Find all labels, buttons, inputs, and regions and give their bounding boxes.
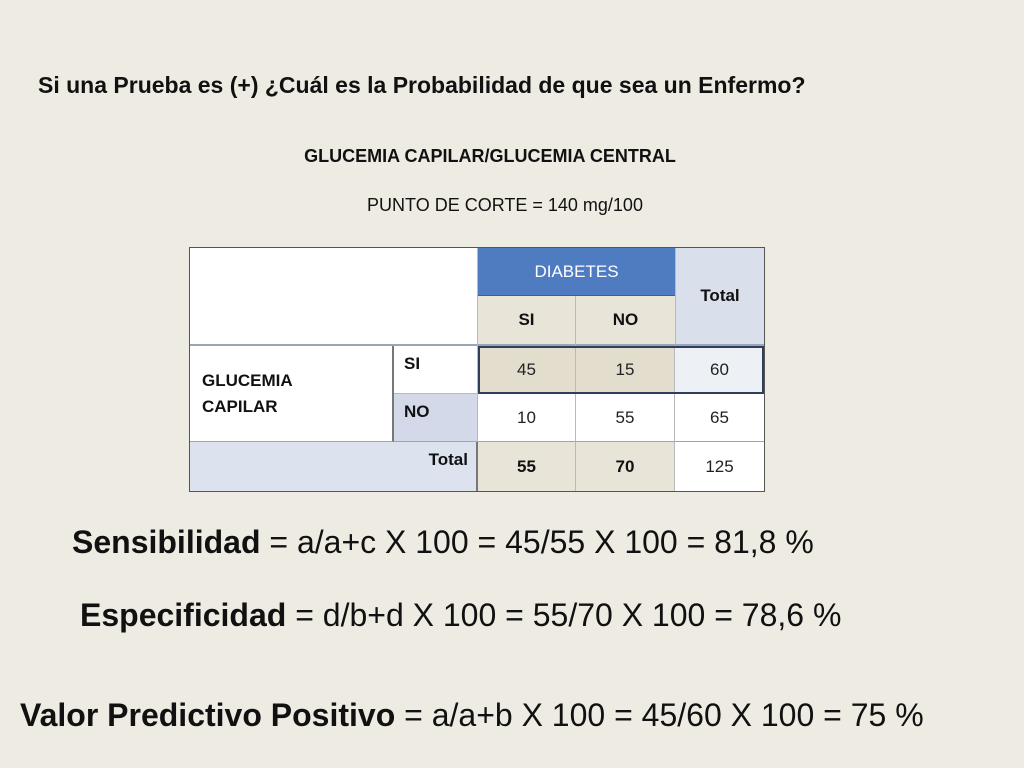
cell-d: 55 xyxy=(576,394,675,442)
row-group-header: GLUCEMIA CAPILAR xyxy=(190,346,394,442)
cell-b: 15 xyxy=(576,346,675,394)
column-header-no: NO xyxy=(576,296,675,346)
column-header-si: SI xyxy=(478,296,576,346)
row-group-label-line1: GLUCEMIA xyxy=(202,370,293,390)
cell-row2-total: 65 xyxy=(675,394,764,442)
formula-expression: = a/a+b X 100 = 45/60 X 100 = 75 % xyxy=(395,697,924,733)
cell-row1-total: 60 xyxy=(675,346,764,394)
formula-sensibilidad: Sensibilidad = a/a+c X 100 = 45/55 X 100… xyxy=(72,524,814,561)
cell-grand-total: 125 xyxy=(675,442,764,491)
row-header-total: Total xyxy=(190,442,478,491)
formula-vpp: Valor Predictivo Positivo = a/a+b X 100 … xyxy=(20,697,924,734)
slide-question: Si una Prueba es (+) ¿Cuál es la Probabi… xyxy=(38,72,806,98)
formula-term: Sensibilidad xyxy=(72,524,261,560)
diabetes-header: DIABETES xyxy=(478,248,675,296)
row-header-si: SI xyxy=(394,346,478,394)
cell-total-si: 55 xyxy=(478,442,576,491)
table-corner-cell xyxy=(190,248,478,346)
row-group-label-line2: CAPILAR xyxy=(202,396,278,416)
highlighted-row-outline xyxy=(478,346,764,394)
formula-term: Especificidad xyxy=(80,597,287,633)
formula-term: Valor Predictivo Positivo xyxy=(20,697,396,733)
formula-expression: = d/b+d X 100 = 55/70 X 100 = 78,6 % xyxy=(286,597,842,633)
total-column-header: Total xyxy=(675,248,764,346)
cell-total-no: 70 xyxy=(576,442,675,491)
cutoff-label: PUNTO DE CORTE = 140 mg/100 xyxy=(367,195,643,215)
formula-expression: = a/a+c X 100 = 45/55 X 100 = 81,8 % xyxy=(260,524,814,560)
row-header-no: NO xyxy=(394,394,478,442)
contingency-table: DIABETES Total SI NO GLUCEMIA CAPILAR SI… xyxy=(189,247,765,492)
cell-a: 45 xyxy=(478,346,576,394)
formula-especificidad: Especificidad = d/b+d X 100 = 55/70 X 10… xyxy=(80,597,841,634)
slide-subtitle: GLUCEMIA CAPILAR/GLUCEMIA CENTRAL xyxy=(304,146,676,166)
cell-c: 10 xyxy=(478,394,576,442)
